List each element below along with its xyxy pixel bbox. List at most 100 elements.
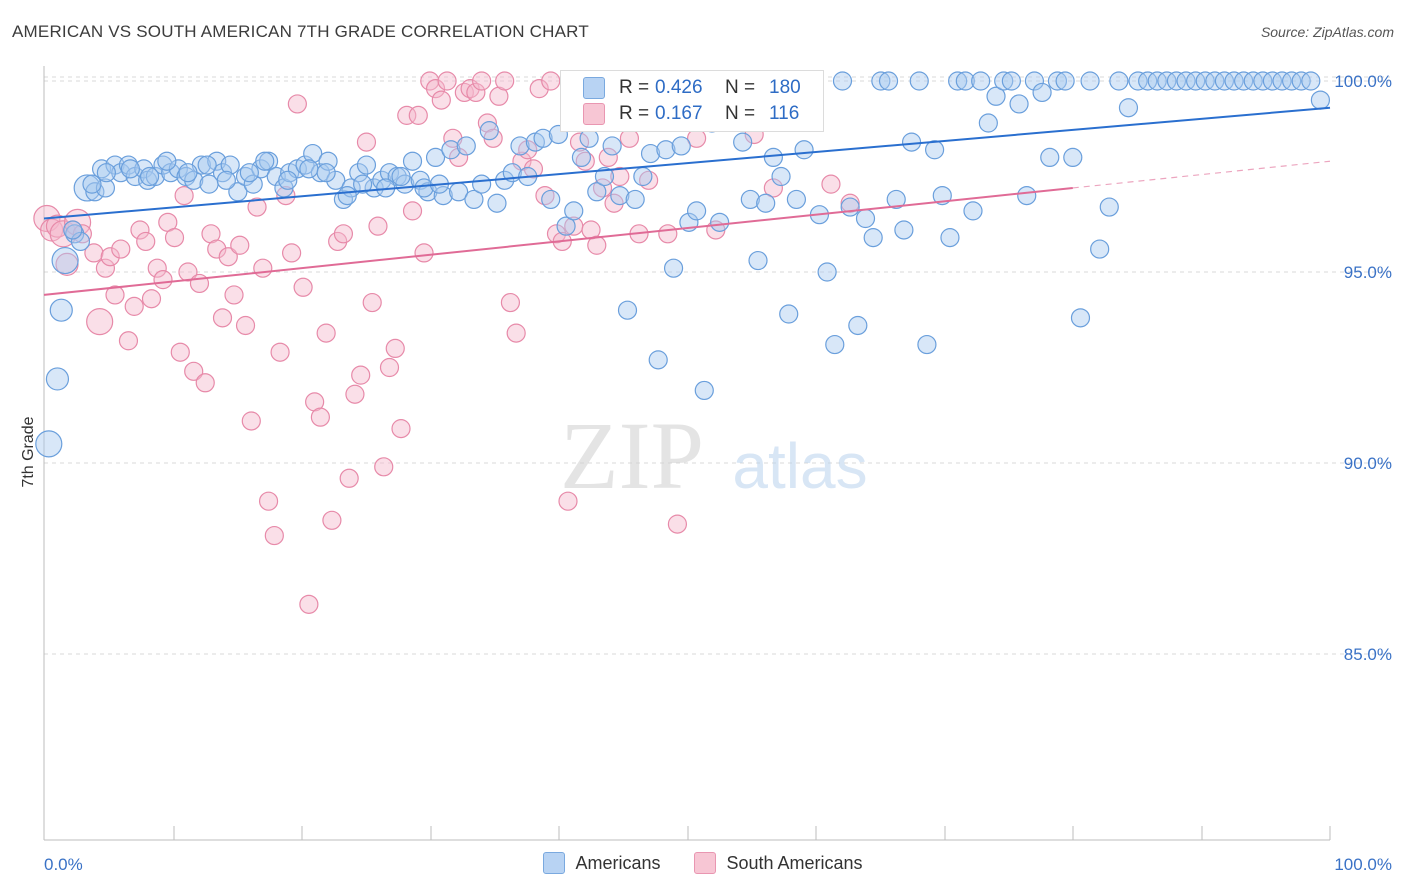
data-point-south-americans	[763, 178, 783, 198]
data-point-americans	[994, 71, 1014, 91]
data-point-south-americans	[241, 411, 261, 431]
watermark-zip: ZIP	[560, 402, 704, 509]
data-point-south-americans	[658, 224, 678, 244]
data-point-south-americans	[495, 71, 515, 91]
data-point-south-americans	[587, 235, 607, 255]
axis-labels: 85.0% 90.0% 95.0% 100.0% 0.0% 100.0% 7th Grade	[20, 72, 1392, 874]
data-point-americans	[771, 166, 791, 187]
data-point-south-americans	[448, 147, 469, 167]
stats-row-americans: R = 0.426 N = 180	[561, 75, 801, 101]
data-point-americans	[694, 380, 714, 401]
data-point-south-americans	[402, 201, 423, 221]
data-point-south-americans	[86, 308, 114, 336]
data-point-americans	[533, 128, 553, 148]
data-point-americans	[663, 258, 684, 278]
data-point-americans	[963, 201, 983, 221]
data-point-south-americans	[105, 285, 125, 305]
data-point-south-americans	[124, 296, 144, 316]
data-point-americans	[333, 189, 354, 210]
y-tick-label: 90.0%	[1344, 454, 1392, 473]
data-point-south-americans	[218, 247, 238, 267]
data-point-americans	[1063, 147, 1083, 167]
axes	[43, 66, 1331, 841]
data-point-south-americans	[270, 342, 290, 362]
data-point-americans	[299, 159, 319, 179]
n-value-south-americans: 116	[769, 103, 800, 124]
data-point-americans	[541, 189, 561, 210]
data-point-south-americans	[174, 186, 194, 206]
data-point-south-americans	[178, 262, 198, 282]
data-point-americans	[617, 300, 638, 320]
data-point-americans	[925, 140, 945, 160]
data-point-south-americans	[111, 239, 131, 259]
data-point-south-americans	[235, 315, 256, 336]
data-point-south-americans	[397, 105, 417, 125]
data-point-south-americans	[575, 151, 595, 171]
data-point-south-americans	[569, 132, 590, 152]
data-point-americans	[840, 197, 860, 217]
data-point-south-americans	[84, 243, 104, 263]
data-point-americans	[364, 178, 384, 198]
data-point-americans	[564, 201, 584, 221]
data-point-south-americans	[130, 220, 150, 240]
data-point-south-americans	[153, 270, 173, 290]
data-point-south-americans	[293, 277, 313, 297]
south-americans-legend-swatch	[694, 852, 717, 874]
data-point-south-americans	[362, 292, 382, 313]
data-point-americans	[1090, 239, 1110, 259]
data-point-americans	[855, 208, 876, 229]
data-point-south-americans	[141, 289, 162, 309]
data-point-americans	[353, 174, 373, 194]
data-point-americans	[63, 220, 83, 240]
data-point-south-americans	[391, 419, 411, 439]
data-point-americans	[901, 132, 922, 152]
data-point-south-americans	[118, 331, 139, 351]
data-point-americans	[82, 174, 102, 194]
legend-label-americans: Americans	[575, 852, 661, 873]
data-point-south-americans	[258, 491, 279, 511]
data-point-americans	[139, 166, 160, 187]
data-point-americans	[1099, 197, 1119, 217]
data-point-south-americans	[282, 243, 302, 263]
data-point-americans	[1017, 186, 1037, 206]
data-point-americans	[70, 231, 91, 252]
data-point-americans	[1118, 98, 1139, 118]
data-point-americans	[228, 182, 248, 202]
data-point-americans	[978, 113, 998, 133]
data-point-south-americans	[339, 468, 359, 488]
americans-swatch	[583, 77, 605, 99]
data-point-south-americans	[95, 258, 116, 278]
data-point-americans	[295, 155, 315, 175]
data-point-americans	[710, 212, 730, 232]
data-point-americans	[456, 136, 476, 156]
watermark: ZIP atlas	[560, 402, 868, 509]
data-point-americans	[391, 166, 411, 187]
legend-item-south-americans[interactable]: South Americans	[694, 852, 863, 874]
data-point-south-americans	[619, 128, 640, 148]
data-point-americans	[602, 136, 622, 156]
data-point-americans	[756, 193, 776, 213]
data-point-americans	[733, 132, 753, 152]
data-point-americans	[625, 189, 645, 210]
data-point-south-americans	[316, 323, 336, 343]
data-point-americans	[326, 170, 346, 190]
data-point-americans	[594, 166, 615, 187]
data-point-americans	[686, 201, 707, 221]
data-point-americans	[464, 189, 484, 210]
data-point-americans	[278, 170, 298, 190]
n-value-americans: 180	[769, 77, 801, 98]
data-point-americans	[886, 189, 906, 210]
data-point-americans	[349, 163, 369, 183]
data-point-americans	[587, 182, 607, 202]
data-point-americans	[948, 71, 968, 91]
data-point-americans	[441, 140, 461, 160]
data-point-south-americans	[541, 71, 561, 91]
data-point-americans	[817, 262, 837, 282]
data-point-south-americans	[667, 514, 688, 534]
data-point-americans	[168, 159, 188, 179]
data-point-south-americans	[287, 94, 307, 114]
data-point-south-americans	[610, 166, 630, 187]
data-point-south-americans	[425, 79, 446, 99]
data-point-americans	[85, 182, 105, 202]
legend-item-americans[interactable]: Americans	[543, 852, 660, 874]
